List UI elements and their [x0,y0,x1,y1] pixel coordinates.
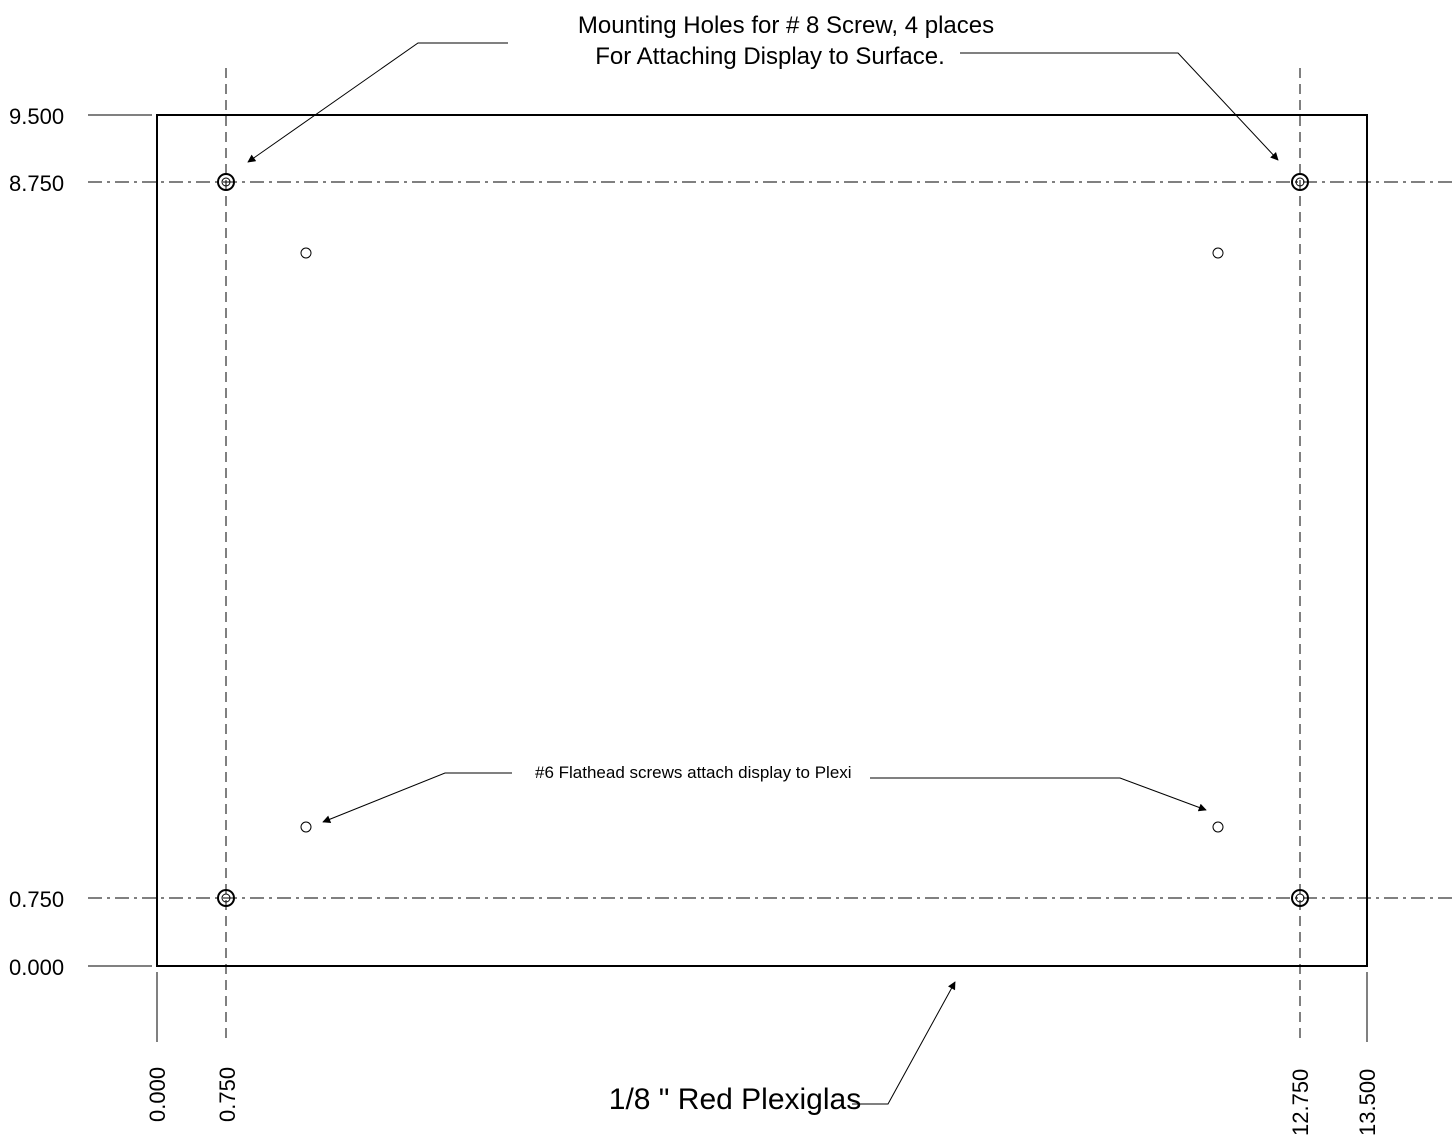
x-label-13500: 13.500 [1355,1069,1380,1136]
flathead-hole-top-right [1212,247,1224,259]
leader-mounting-right [960,52,1279,161]
panel-outline [156,114,1368,967]
leader-flathead-left [322,772,512,824]
mounting-hole-top-left [217,173,235,191]
y-label-9500: 9.500 [9,104,64,129]
flathead-holes [300,247,1224,833]
flathead-hole-bottom-left [300,821,312,833]
note-mounting-line1: Mounting Holes for # 8 Screw, 4 places [578,12,994,39]
x-label-0000: 0.000 [145,1067,170,1122]
mounting-hole-top-right [1291,173,1309,191]
note-flathead: #6 Flathead screws attach display to Ple… [535,763,852,782]
note-mounting-line2: For Attaching Display to Surface. [595,43,945,70]
note-material: 1/8 " Red Plexiglas [609,1083,861,1116]
leader-flathead-right [870,777,1207,812]
y-label-0750: 0.750 [9,887,64,912]
y-label-0000: 0.000 [9,955,64,980]
mounting-hole-bottom-left [217,889,235,907]
x-label-0750: 0.750 [215,1067,240,1122]
mounting-hole-bottom-right [1291,889,1309,907]
leader-mounting-left [247,42,508,163]
mounting-holes [217,173,1309,907]
flathead-hole-top-left [300,247,312,259]
x-label-12750: 12.750 [1288,1069,1313,1136]
flathead-hole-bottom-right [1212,821,1224,833]
y-label-8750: 8.750 [9,171,64,196]
leader-material [852,981,956,1105]
